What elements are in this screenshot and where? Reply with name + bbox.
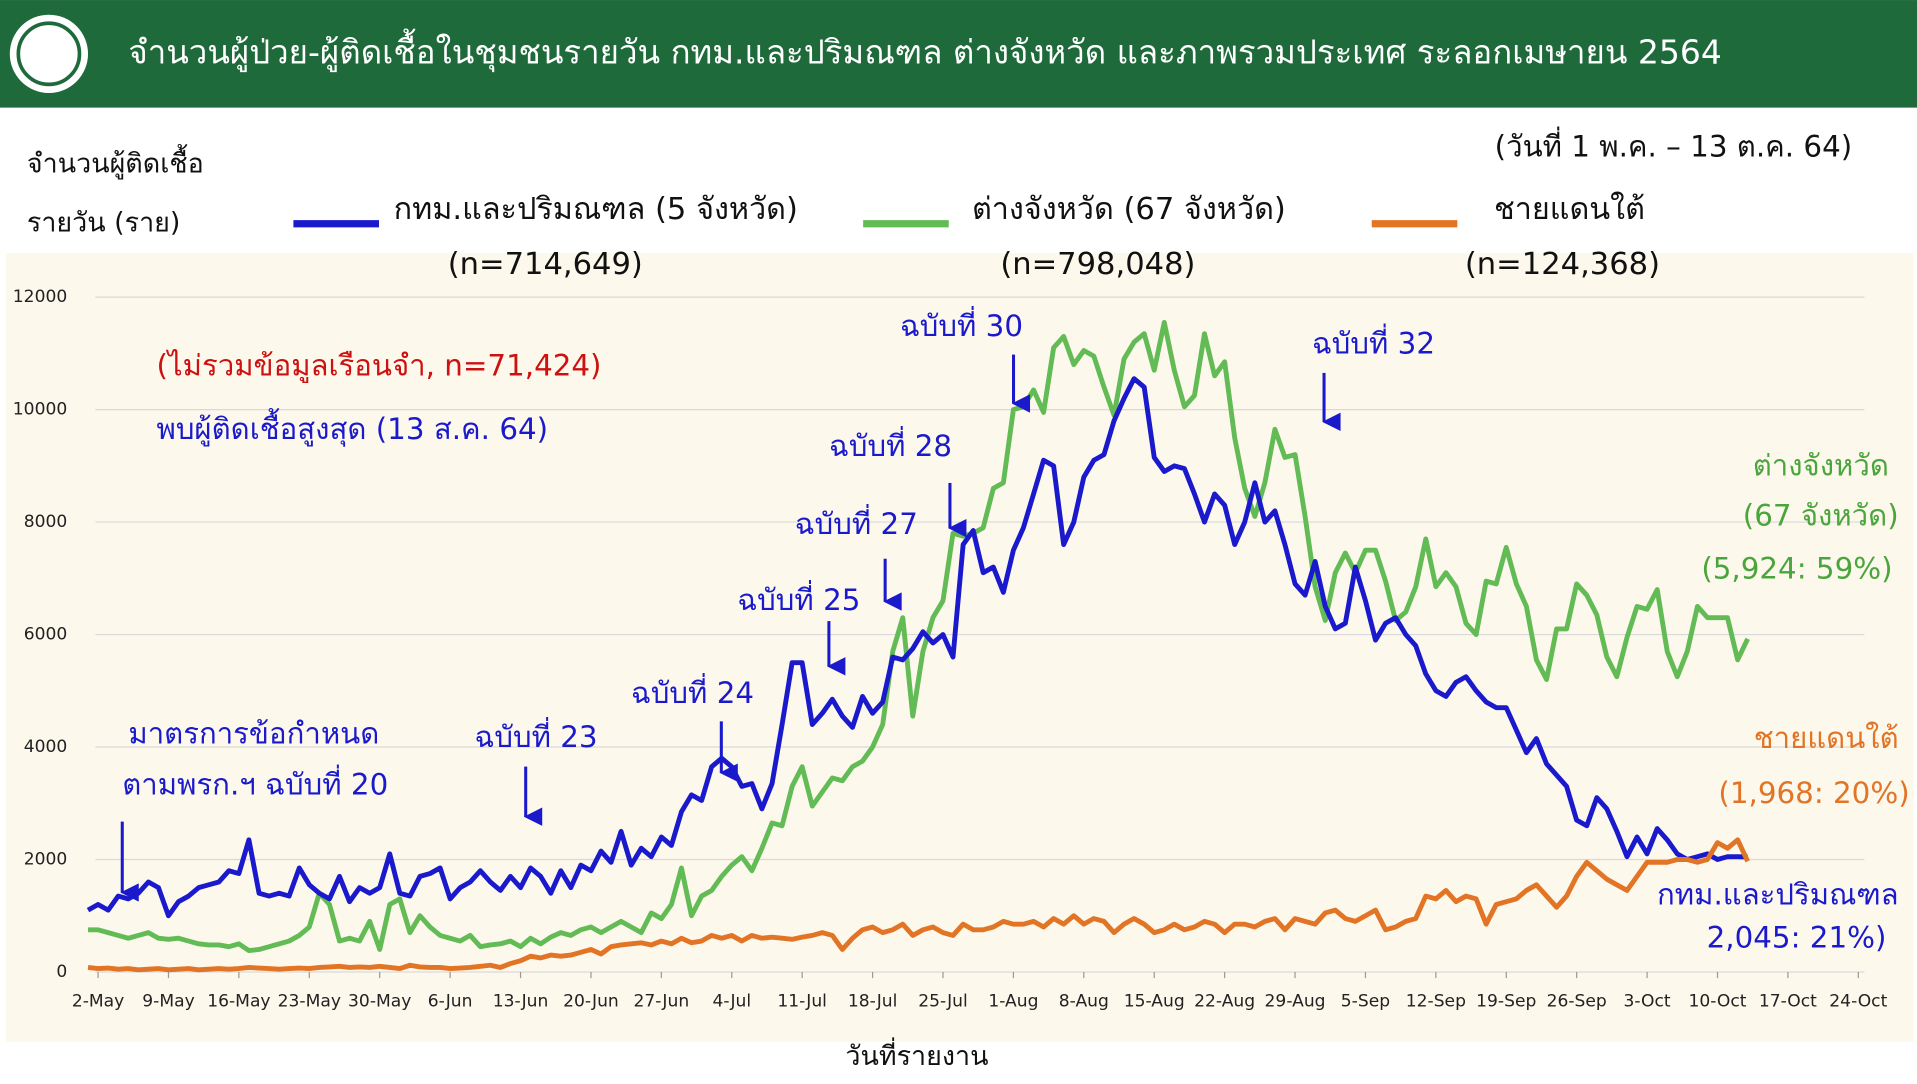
annotation: ฉบับที่ 27: [795, 504, 918, 541]
annotation: กทม.และปริมณฑล: [1657, 878, 1899, 912]
annotation: ตามพรก.ฯ ฉบับที่ 20: [122, 765, 388, 802]
x-tick-label: 3-Oct: [1624, 991, 1671, 1011]
x-tick-label: 30-May: [348, 991, 411, 1011]
logo-ring: [16, 21, 82, 87]
y-tick-label: 8000: [24, 512, 68, 532]
y-tick-label: 10000: [13, 400, 67, 420]
x-axis-title: วันที่รายงาน: [845, 1037, 988, 1072]
x-tick-label: 1-Aug: [988, 991, 1038, 1011]
x-tick-label: 11-Jul: [777, 991, 827, 1011]
x-tick-label: 2-May: [72, 991, 124, 1011]
x-tick-label: 29-Aug: [1265, 991, 1326, 1011]
annotation: (1,968: 20%): [1718, 776, 1909, 810]
x-tick-label: 4-Jul: [712, 991, 751, 1011]
y-axis-title: รายวัน (ราย): [27, 207, 181, 238]
x-tick-label: 5-Sep: [1341, 991, 1390, 1011]
annotation: (5,924: 59%): [1701, 551, 1892, 585]
x-tick-label: 18-Jul: [848, 991, 898, 1011]
annotation: ชายแดนใต้: [1754, 721, 1899, 755]
y-axis-title: จำนวนผู้ติดเชื้อ: [27, 144, 204, 180]
series-line: [87, 837, 1750, 973]
x-tick-label: 10-Oct: [1688, 991, 1746, 1011]
annotation: มาตรการข้อกำหนด: [128, 716, 379, 750]
x-tick-label: 15-Aug: [1124, 991, 1185, 1011]
chart-title: จำนวนผู้ป่วย-ผู้ติดเชื้อในชุมชนรายวัน กท…: [128, 28, 1722, 72]
annotation: ฉบับที่ 32: [1312, 323, 1435, 360]
x-tick-label: 20-Jun: [563, 991, 619, 1011]
series-line: [86, 376, 1748, 919]
x-tick-label: 9-May: [142, 991, 194, 1011]
x-tick-label: 25-Jul: [918, 991, 968, 1011]
x-tick-label: 22-Aug: [1194, 991, 1255, 1011]
x-tick-label: 19-Sep: [1476, 991, 1536, 1011]
x-tick-label: 8-Aug: [1059, 991, 1109, 1011]
annotation: 2,045: 21%): [1707, 920, 1887, 954]
logo: [9, 14, 89, 93]
annotation: ฉบับที่ 25: [737, 580, 860, 617]
annotation: (ไม่รวมข้อมูลเรือนจำ, n=71,424): [156, 348, 601, 383]
annotation: พบผู้ติดเชื้อสูงสุด (13 ส.ค. 64): [156, 408, 548, 447]
x-tick-label: 13-Jun: [493, 991, 549, 1011]
header-bar: [0, 0, 1917, 108]
y-tick-label: 4000: [24, 737, 68, 757]
legend-total: (n=714,649): [448, 247, 643, 282]
annotation: ฉบับที่ 28: [829, 426, 952, 463]
annotation: ต่างจังหวัด: [1753, 449, 1889, 483]
legend-total: (n=798,048): [1000, 247, 1195, 282]
y-tick-label: 12000: [13, 287, 67, 307]
x-tick-label: 6-Jun: [428, 991, 473, 1011]
x-tick-label: 23-May: [278, 991, 341, 1011]
x-tick-label: 16-May: [207, 991, 270, 1011]
y-tick-label: 0: [56, 962, 67, 982]
x-tick-label: 24-Oct: [1829, 991, 1887, 1011]
annotation: ฉบับที่ 30: [900, 306, 1023, 343]
x-tick-label: 17-Oct: [1759, 991, 1817, 1011]
date-range: (วันที่ 1 พ.ค. – 13 ต.ค. 64): [1495, 126, 1853, 163]
y-tick-label: 6000: [24, 625, 68, 645]
annotation: (67 จังหวัด): [1743, 499, 1899, 533]
plot-background: [6, 253, 1914, 1042]
legend-label: ชายแดนใต้: [1494, 191, 1645, 227]
y-tick-label: 2000: [24, 850, 68, 870]
series-line: [88, 319, 1750, 954]
x-tick-label: 27-Jun: [634, 991, 690, 1011]
x-tick-label: 12-Sep: [1406, 991, 1466, 1011]
annotation: ฉบับที่ 23: [474, 717, 597, 754]
x-tick-label: 26-Sep: [1547, 991, 1607, 1011]
legend-label: ต่างจังหวัด (67 จังหวัด): [972, 192, 1286, 227]
legend-total: (n=124,368): [1465, 247, 1660, 282]
annotation: ฉบับที่ 24: [631, 673, 754, 710]
legend-label: กทม.และปริมณฑล (5 จังหวัด): [394, 192, 798, 227]
